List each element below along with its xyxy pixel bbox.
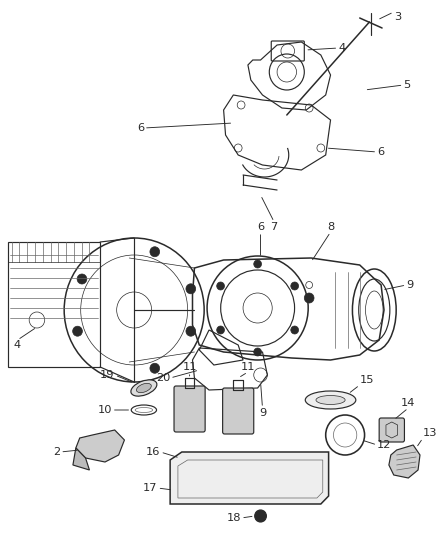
Text: 4: 4 — [14, 340, 21, 350]
Circle shape — [255, 510, 266, 522]
Text: 11: 11 — [240, 362, 255, 372]
Circle shape — [254, 260, 261, 268]
Ellipse shape — [131, 380, 157, 396]
Text: 3: 3 — [394, 12, 401, 22]
Text: 9: 9 — [406, 280, 413, 290]
Polygon shape — [170, 452, 328, 504]
Bar — [8, 242, 100, 367]
Circle shape — [150, 247, 159, 257]
Polygon shape — [73, 448, 89, 470]
Text: 12: 12 — [377, 440, 392, 450]
Circle shape — [217, 326, 225, 334]
Text: 5: 5 — [403, 80, 411, 90]
FancyBboxPatch shape — [379, 418, 404, 442]
Text: 19: 19 — [100, 370, 115, 380]
Text: 2: 2 — [53, 447, 60, 457]
Ellipse shape — [316, 395, 345, 405]
Text: 6: 6 — [137, 123, 144, 133]
Text: 14: 14 — [401, 398, 416, 408]
FancyBboxPatch shape — [174, 386, 205, 432]
Text: 10: 10 — [97, 405, 112, 415]
Text: 6: 6 — [377, 147, 384, 157]
Text: 4: 4 — [338, 43, 346, 53]
Text: 8: 8 — [327, 222, 334, 232]
Text: 15: 15 — [360, 375, 374, 385]
Text: 17: 17 — [143, 483, 158, 493]
Text: 18: 18 — [226, 513, 241, 523]
Text: 20: 20 — [156, 373, 170, 383]
Circle shape — [77, 274, 87, 284]
Circle shape — [217, 282, 225, 290]
Circle shape — [186, 326, 196, 336]
FancyBboxPatch shape — [223, 388, 254, 434]
Circle shape — [73, 326, 82, 336]
Circle shape — [150, 364, 159, 373]
Text: 9: 9 — [259, 408, 266, 418]
Circle shape — [291, 282, 299, 290]
Circle shape — [304, 293, 314, 303]
Text: 6: 6 — [257, 222, 264, 232]
Text: 13: 13 — [423, 428, 438, 438]
Ellipse shape — [305, 391, 356, 409]
Polygon shape — [76, 430, 124, 462]
Ellipse shape — [137, 383, 151, 393]
Circle shape — [186, 284, 196, 294]
Circle shape — [254, 348, 261, 356]
Polygon shape — [389, 445, 420, 478]
Text: 11: 11 — [182, 362, 197, 372]
Circle shape — [291, 326, 299, 334]
Text: 7: 7 — [271, 222, 278, 232]
Text: 16: 16 — [146, 447, 160, 457]
